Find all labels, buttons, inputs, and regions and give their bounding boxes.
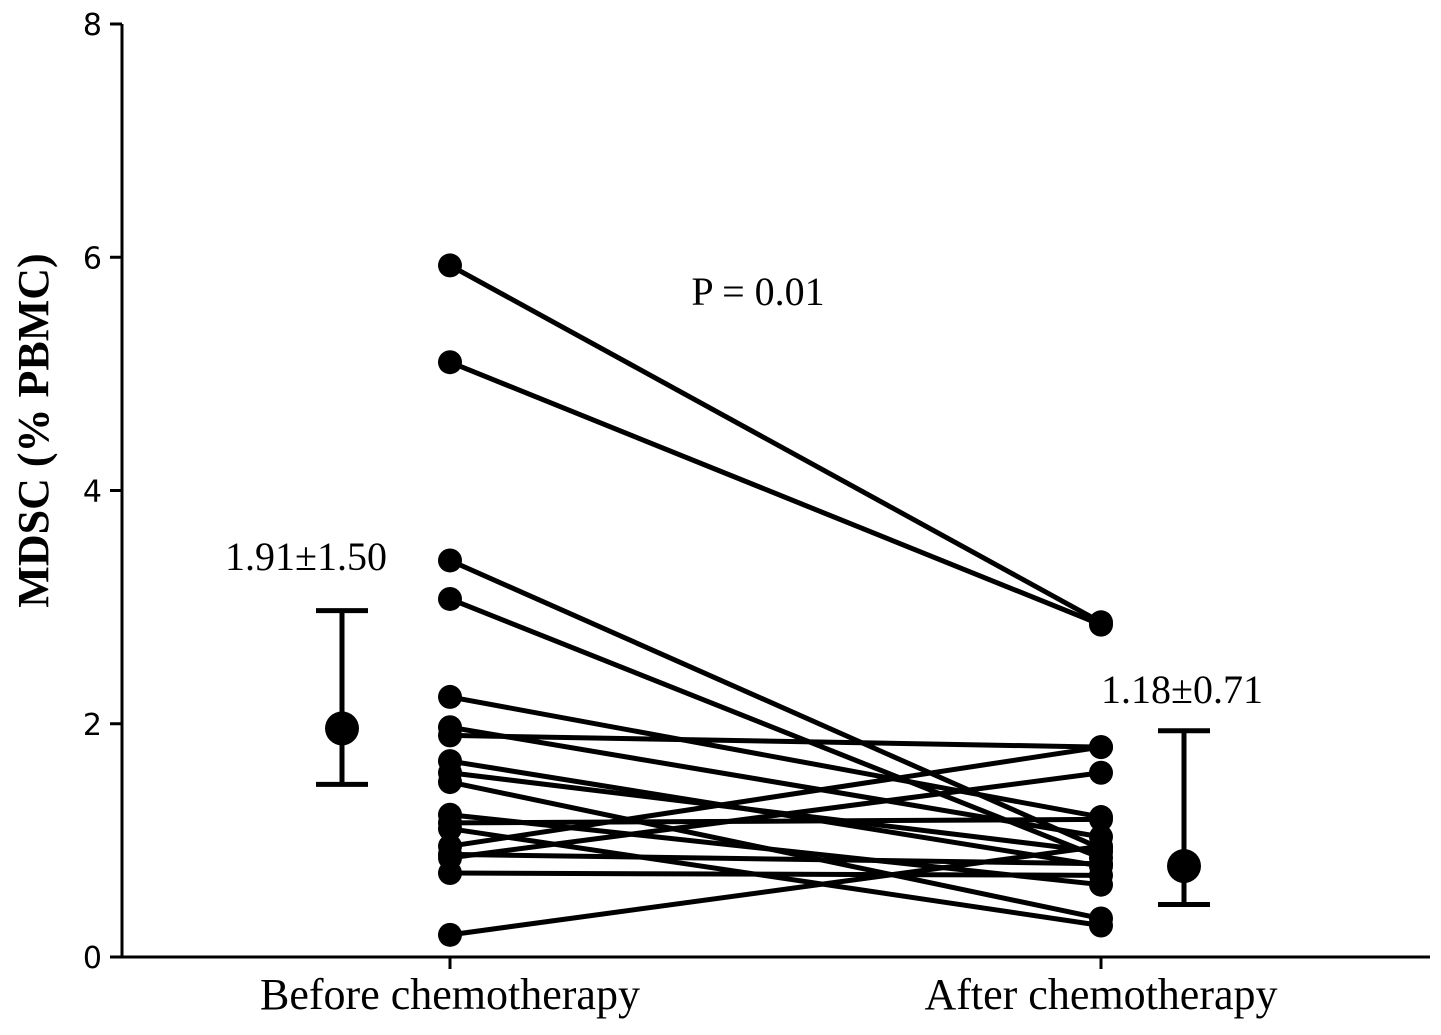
before-summary-label: 1.91±1.50 [225,534,387,579]
y-tick-label: 0 [83,941,102,976]
subject-line [449,596,1102,861]
mean-marker [1167,849,1201,884]
x-category-label: Before chemotherapy [260,970,640,1019]
paired-lines [448,263,1103,938]
before-point [438,586,462,611]
y-axis-title: MDSC (% PBMC) [9,253,58,607]
before-point [438,922,462,947]
axes: 0 2 4 6 8 Before chemotherapy After chemothera… [83,8,1430,1019]
subject-line [449,694,1102,820]
y-tick-label: 4 [83,475,102,510]
subject-line [449,770,1102,855]
y-tick-label: 8 [83,8,102,43]
before-point [438,770,462,795]
after-point [1089,807,1113,832]
p-value-annotation: P = 0.01 [691,269,824,314]
before-point [438,861,462,886]
subject-line [448,263,1103,625]
before-point [438,684,462,709]
subject-line [449,744,1102,849]
data-points [438,253,1113,947]
before-point [438,548,462,573]
text-labels: MDSC (% PBMC) 1.91±1.50 1.18±0.71 P = 0.01 [9,253,1263,712]
after-point [1089,834,1113,859]
before-point [438,816,462,841]
mean-marker [325,711,359,746]
subject-line [449,770,1102,861]
subject-line [448,558,1103,851]
subject-line [449,870,1102,878]
after-point [1089,863,1113,888]
before-point [438,253,462,278]
after-point [1089,612,1113,637]
before-point [438,723,462,748]
y-tick-label: 2 [83,708,102,743]
subject-line [449,816,1102,826]
subject-line [449,359,1102,627]
subject-line [449,732,1102,750]
after-summary-label: 1.18±0.71 [1101,667,1263,712]
summary-error-bars [316,608,1210,908]
x-category-label: After chemotherapy [924,970,1277,1019]
after-point [1089,913,1113,938]
after-point [1089,735,1113,760]
y-tick-label: 6 [83,241,102,276]
after-point [1089,760,1113,785]
subject-line [449,843,1102,938]
before-point [438,350,462,375]
